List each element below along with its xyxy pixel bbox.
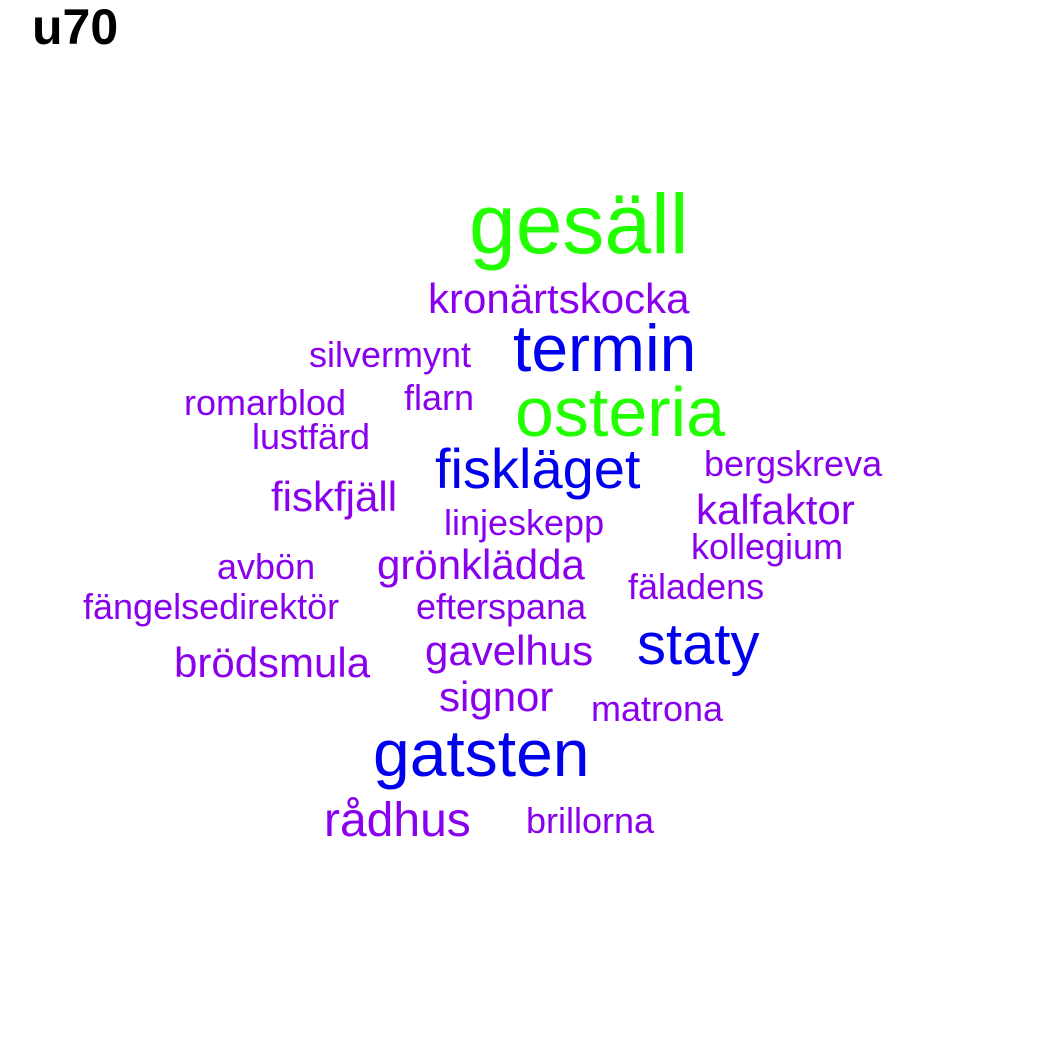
cloud-word: kollegium [691, 526, 844, 567]
cloud-word: linjeskepp [444, 502, 605, 543]
cloud-word: avbön [217, 546, 316, 587]
cloud-word: grönklädda [377, 541, 585, 588]
cloud-word: kronärtskocka [428, 275, 690, 322]
cloud-word: fiskläget [435, 437, 641, 500]
cloud-word: flarn [404, 377, 475, 418]
cloud-word: kalfaktor [696, 486, 855, 533]
cloud-word: fiskfjäll [271, 473, 398, 520]
cloud-word: matrona [591, 688, 724, 729]
cloud-title: u70 [32, 0, 119, 55]
cloud-word: brödsmula [174, 639, 371, 686]
cloud-word: fängelsedirektör [83, 586, 340, 627]
cloud-word: gatsten [373, 716, 590, 790]
cloud-word: romarblod [184, 382, 347, 423]
cloud-word: fäladens [628, 566, 765, 607]
cloud-word: termin [513, 311, 697, 385]
cloud-word: lustfärd [252, 416, 371, 457]
cloud-word: rådhus [324, 794, 471, 847]
cloud-word: bergskreva [704, 443, 883, 484]
cloud-word: brillorna [526, 800, 655, 841]
cloud-word: signor [439, 673, 554, 720]
cloud-word: staty [637, 612, 760, 677]
cloud-word: osteria [515, 373, 726, 451]
cloud-word: gavelhus [425, 627, 594, 674]
cloud-word: silvermynt [309, 334, 472, 375]
cloud-word: efterspana [416, 586, 587, 627]
cloud-word: gesäll [469, 177, 689, 271]
